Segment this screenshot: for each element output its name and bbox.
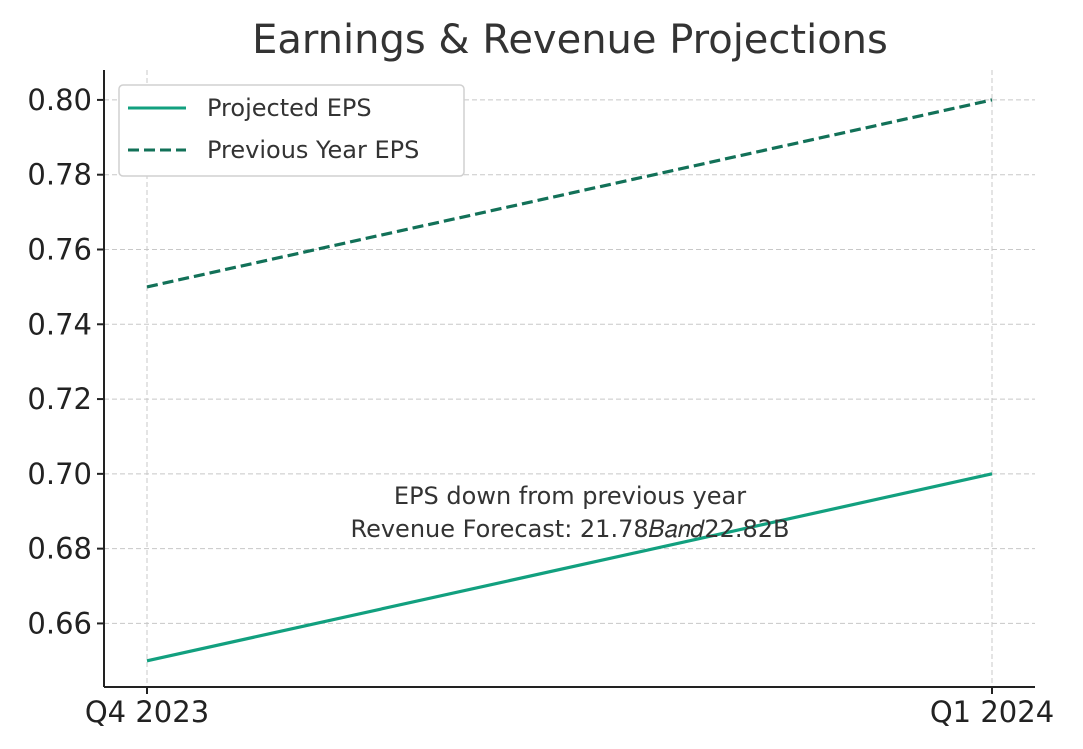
- series-line-projected-eps: [146, 472, 993, 663]
- annotation-line-2: Revenue Forecast: 21.78𝐵𝑎𝑛𝑑22.82B: [350, 515, 789, 543]
- y-tick-label: 0.66: [27, 606, 92, 640]
- y-tick-label: 0.68: [27, 532, 92, 566]
- y-tick-label: 0.80: [27, 83, 92, 117]
- legend-box: [118, 84, 465, 177]
- annotation: EPS down from previous year Revenue Fore…: [350, 482, 789, 543]
- chart-title: Earnings & Revenue Projections: [252, 17, 888, 63]
- y-tick-label: 0.76: [27, 232, 92, 266]
- legend: Projected EPS Previous Year EPS: [118, 84, 465, 177]
- y-tick-label: 0.74: [27, 307, 92, 341]
- x-tick-label: Q1 2024: [930, 695, 1054, 729]
- axes: 0.66 0.68 0.70 0.72 0.74 0.76 0.78 0.80 Q4 2023 Q…: [27, 70, 1054, 729]
- y-tick-label: 0.72: [27, 382, 92, 416]
- x-tick-label: Q4 2023: [85, 695, 209, 729]
- legend-label-previous-year-eps: Previous Year EPS: [207, 136, 419, 164]
- series-layer: [146, 98, 993, 663]
- annotation-line-1: EPS down from previous year: [394, 482, 746, 510]
- y-tick-label: 0.78: [27, 158, 92, 192]
- series-line-previous-year-eps: [146, 98, 993, 289]
- legend-label-projected-eps: Projected EPS: [207, 94, 372, 122]
- y-tick-label: 0.70: [27, 457, 92, 491]
